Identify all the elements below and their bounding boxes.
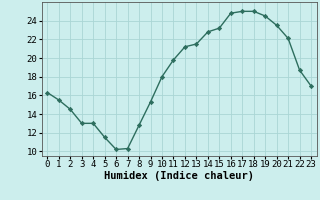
X-axis label: Humidex (Indice chaleur): Humidex (Indice chaleur) (104, 171, 254, 181)
